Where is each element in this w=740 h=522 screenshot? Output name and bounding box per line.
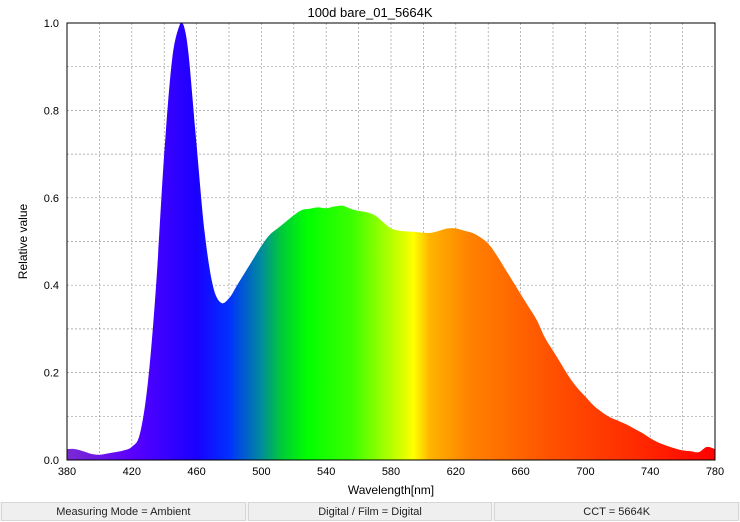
x-tick-label: 780 [706,466,724,478]
y-tick-label: 0.4 [44,280,59,292]
x-tick-label: 500 [252,466,270,478]
cct-status: CCT = 5664K [494,502,740,521]
y-tick-label: 0.8 [44,105,59,117]
x-tick-label: 620 [447,466,465,478]
tick-labels: 380 420 460 500 540 580 620 660 700 740 780 0.0 0.2 0… [44,18,724,478]
plot-frame [66,22,716,461]
x-tick-label: 460 [187,466,205,478]
x-tick-label: 660 [511,466,529,478]
y-tick-label: 0.2 [44,368,59,380]
x-tick-label: 380 [58,466,76,478]
spectrum-area [67,23,715,460]
measuring-mode-status: Measuring Mode = Ambient [1,502,246,521]
x-tick-label: 740 [641,466,659,478]
y-tick-label: 1.0 [44,18,59,30]
y-tick-label: 0.0 [44,455,59,467]
x-tick-label: 700 [576,466,594,478]
x-tick-label: 420 [123,466,141,478]
y-tick-label: 0.6 [44,193,59,205]
digital-film-status: Digital / Film = Digital [247,502,493,521]
chart-title: 100d bare_01_5664K [307,5,433,20]
spectrum-chart: 380 420 460 500 540 580 620 660 700 740 780 0.0 0.2 0… [16,18,724,497]
y-axis-label: Relative value [16,203,30,279]
x-tick-label: 580 [382,466,400,478]
status-bar: Measuring Mode = Ambient Digital / Film … [0,502,740,521]
x-axis-label: Wavelength[nm] [348,483,434,497]
x-tick-label: 540 [317,466,335,478]
